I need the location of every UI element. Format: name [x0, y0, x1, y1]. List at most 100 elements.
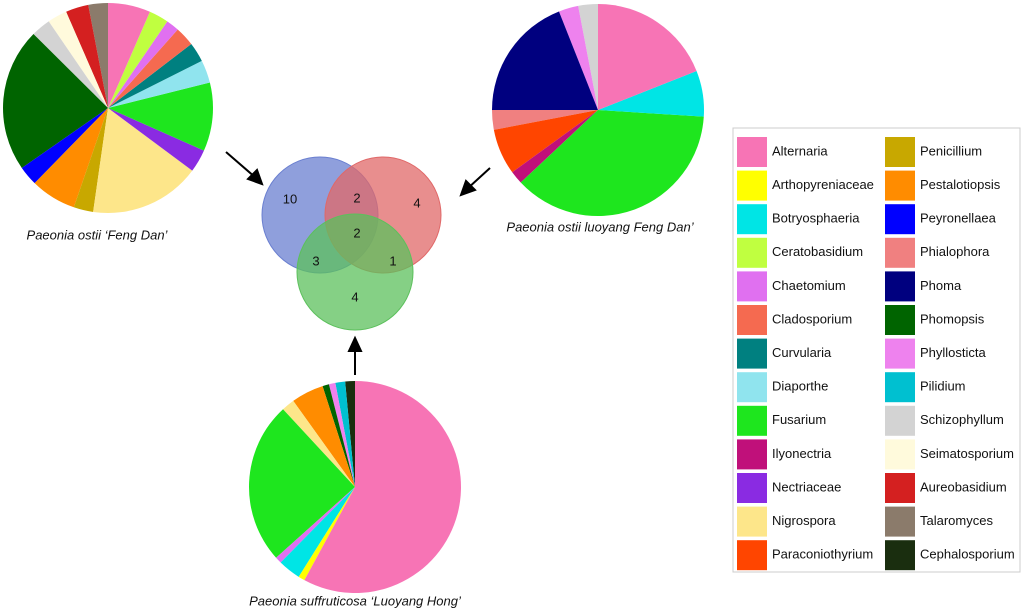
venn-count: 4 — [351, 289, 358, 304]
legend-label: Alternaria — [772, 143, 828, 158]
pie-slice — [304, 381, 462, 594]
pie-slice — [48, 11, 108, 108]
pie-slice — [328, 382, 355, 487]
legend-swatch — [885, 271, 915, 302]
legend-swatch — [885, 473, 915, 503]
pie-slice — [493, 110, 598, 173]
pie-slice — [108, 2, 150, 108]
pie-slice — [558, 5, 598, 111]
legend-swatch — [737, 271, 767, 302]
pie-slice — [108, 11, 168, 108]
pie-slice — [66, 4, 108, 109]
venn: 10 2 4 2 3 1 4 — [261, 156, 442, 331]
legend-swatch — [885, 540, 915, 571]
legend-label: Phialophora — [920, 244, 990, 259]
legend-swatch — [885, 204, 915, 235]
pie-slice — [298, 487, 355, 581]
arrow-head — [347, 335, 363, 352]
legend-label: Cladosporium — [772, 311, 852, 326]
legend-swatch — [737, 237, 767, 268]
pie-slice — [293, 386, 355, 487]
pie-slice — [512, 110, 598, 183]
pie-slice — [276, 487, 355, 563]
pie-title: Paeonia ostii ‘Feng Dan’ — [27, 227, 169, 242]
legend-label: Diaporthe — [772, 379, 828, 394]
legend-swatch — [737, 540, 767, 571]
legend-label: Peyronellaea — [920, 211, 997, 226]
legend-swatch — [737, 204, 767, 235]
arrow-head — [246, 168, 264, 186]
legend-label: Schizophyllum — [920, 412, 1004, 427]
legend-label: Cephalosporium — [920, 547, 1015, 562]
legend-label: Fusarium — [772, 412, 826, 427]
legend-swatch — [885, 439, 915, 470]
venn-count: 2 — [353, 190, 360, 205]
legend-swatch — [737, 439, 767, 470]
legend-label: Penicillium — [920, 143, 982, 158]
pie-slice — [598, 70, 704, 117]
legend-frame — [732, 127, 1021, 573]
pie-slice — [33, 21, 108, 108]
legend-label: Aureobasidium — [920, 479, 1007, 494]
legend-label: Botryosphaeria — [772, 211, 860, 226]
venn-count: 2 — [353, 225, 360, 240]
pie-slice — [280, 487, 355, 577]
pie-slice — [108, 108, 204, 171]
pie-slice — [108, 29, 192, 109]
pie-slice — [108, 82, 213, 151]
pie-title: Paeonia ostii luoyang Feng Dan’ — [506, 219, 694, 234]
legend-swatch — [737, 305, 767, 335]
legend-label: Talaromyces — [920, 513, 993, 528]
legend-swatch — [885, 338, 915, 369]
arrow-head — [459, 179, 477, 197]
legend-label: Paraconiothyrium — [772, 547, 873, 562]
legend-label: Phoma — [920, 278, 962, 293]
pie-slice — [108, 44, 202, 108]
legend-swatch — [885, 170, 915, 201]
pie-slice — [492, 110, 598, 130]
pie-title: Paeonia suffruticosa ‘Luoyang Hong’ — [249, 593, 462, 608]
legend-label: Phyllosticta — [920, 345, 987, 360]
pie-slice — [335, 381, 355, 487]
pie-slice — [88, 3, 108, 108]
legend-swatch — [885, 506, 915, 537]
legend-swatch — [737, 506, 767, 537]
venn-count: 3 — [312, 253, 319, 268]
pie-slice — [492, 11, 598, 110]
pie-slice — [520, 110, 704, 216]
legend-swatch — [737, 405, 767, 436]
legend-swatch — [885, 137, 915, 167]
venn-set — [296, 213, 414, 331]
pie-slice — [108, 60, 210, 108]
pie-slice — [108, 21, 178, 108]
legend-label: Nigrospora — [772, 513, 836, 528]
legend-swatch — [737, 170, 767, 201]
legend-label: Curvularia — [772, 345, 832, 360]
venn-count: 10 — [283, 191, 297, 206]
legend-swatch — [885, 405, 915, 436]
venn-count: 4 — [413, 195, 420, 210]
pie-slice — [249, 409, 355, 558]
legend-label: Ilyonectria — [772, 446, 832, 461]
legend-label: Pestalotiopsis — [920, 177, 1001, 192]
pie-slice — [283, 400, 355, 487]
legend-label: Seimatosporium — [920, 446, 1014, 461]
legend-label: Pilidium — [920, 379, 966, 394]
pie-slice — [73, 108, 108, 212]
legend-swatch — [737, 137, 767, 167]
legend-label: Nectriaceae — [772, 479, 841, 494]
legend-swatch — [737, 473, 767, 503]
legend-label: Chaetomium — [772, 278, 846, 293]
legend: Alternaria Arthopyreniaceae Botryosphaeria… — [737, 137, 1015, 571]
pie-slice — [34, 108, 108, 208]
legend-label: Arthopyreniaceae — [772, 177, 874, 192]
pie-slice — [2, 34, 109, 168]
legend-swatch — [737, 372, 767, 403]
legend-swatch — [737, 338, 767, 369]
arrow — [225, 151, 257, 179]
legend-swatch — [885, 305, 915, 335]
pie-slice — [93, 108, 193, 213]
pie-slice — [578, 4, 598, 110]
